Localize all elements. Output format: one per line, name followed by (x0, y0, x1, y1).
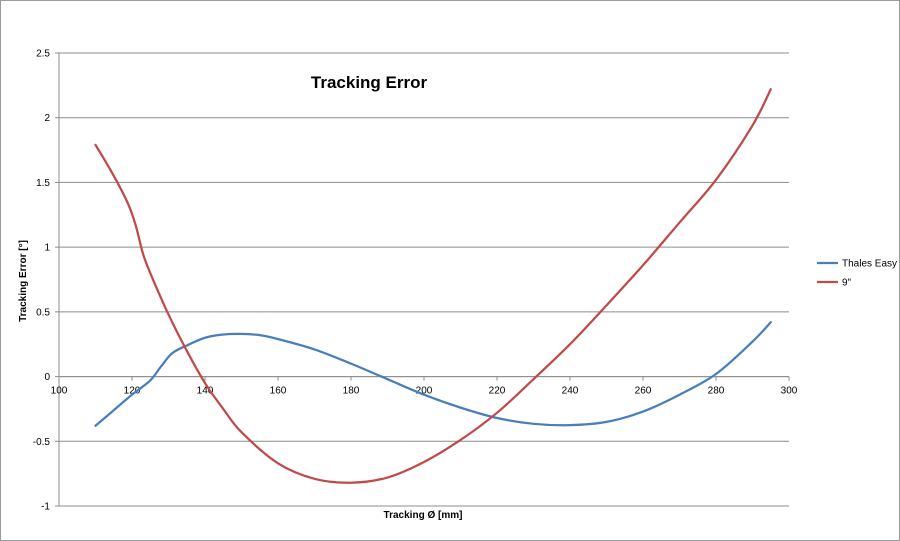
legend-label-0: Thales Easy (842, 259, 897, 270)
y-tick-label: 2.5 (36, 49, 50, 60)
x-tick-labels: 100 120 140 160 180 200 220 240 260 280 300 (51, 386, 798, 397)
y-tick-label: 1.5 (36, 178, 50, 189)
y-tick-labels: -1 -0.5 0 0.5 1 1.5 2 2.5 (33, 49, 51, 513)
x-tick-label: 160 (270, 386, 287, 397)
chart-title: Tracking Error (311, 73, 428, 92)
y-tick-label: -1 (41, 502, 50, 513)
x-tick-label: 180 (343, 386, 360, 397)
gridlines (59, 52, 789, 507)
x-tick-label: 140 (197, 386, 214, 397)
x-tick-label: 280 (708, 386, 725, 397)
x-tick-label: 260 (635, 386, 652, 397)
axes (55, 52, 790, 507)
series-lines (94, 88, 772, 484)
y-tick-label: 0.5 (36, 307, 50, 318)
x-axis-label: Tracking Ø [mm] (384, 510, 463, 521)
legend: Thales Easy 9" (817, 259, 897, 289)
x-tick-label: 240 (562, 386, 579, 397)
y-tick-label: 2 (44, 113, 50, 124)
x-tick-label: 220 (489, 386, 506, 397)
x-tick-label: 100 (51, 386, 68, 397)
legend-label-1: 9" (842, 278, 852, 289)
x-tick-label: 200 (416, 386, 433, 397)
series-line-0 (94, 321, 772, 427)
y-axis-label: Tracking Error [°] (18, 240, 29, 322)
y-tick-label: 1 (44, 243, 50, 254)
y-tick-label: -0.5 (33, 437, 51, 448)
y-tick-label: 0 (44, 372, 50, 383)
series-line-1 (94, 88, 772, 484)
x-tick-label: 120 (124, 386, 141, 397)
x-tick-label: 300 (781, 386, 798, 397)
